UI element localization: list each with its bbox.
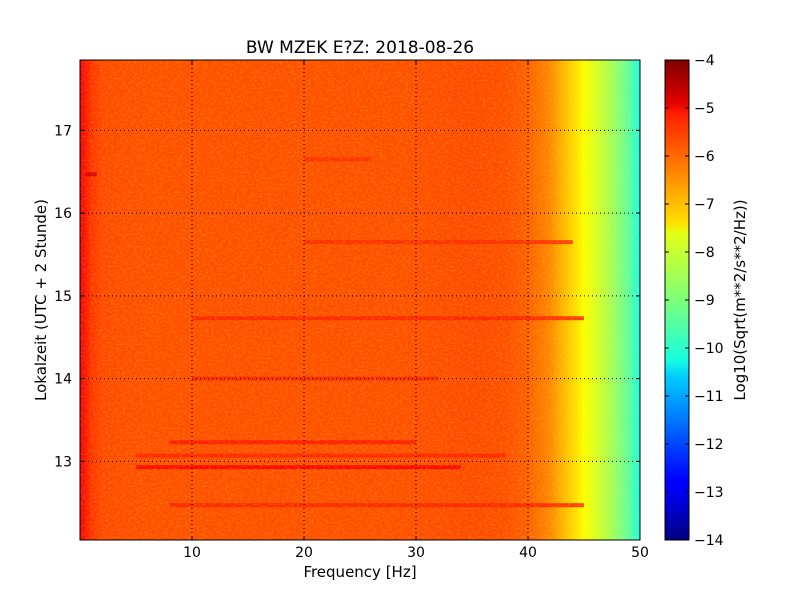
colorbar-label: Log10(Sqrt(m**2/s**2/Hz)) [731, 199, 749, 400]
colorbar-tick-label: −8 [694, 245, 715, 261]
x-tick-label: 20 [295, 545, 313, 561]
colorbar-tick-label: −10 [694, 341, 724, 357]
y-axis-label: Lokalzeit (UTC + 2 Stunde) [32, 199, 50, 401]
spectrogram-texture [80, 60, 640, 540]
y-tick-label: 16 [54, 206, 72, 222]
plot-frame [79, 59, 641, 541]
colorbar-tick-label: −11 [694, 389, 724, 405]
x-axis-label: Frequency [Hz] [303, 563, 416, 581]
colorbar-tick-label: −4 [694, 53, 715, 69]
grid-lines [80, 60, 640, 540]
x-tick-label: 30 [407, 545, 425, 561]
x-axis-ticks: 10 20 30 40 50 [183, 60, 649, 561]
colorbar-tick-label: −7 [694, 197, 715, 213]
colorbar-tick-label: −14 [694, 533, 724, 549]
colorbar-tick-label: −6 [694, 149, 715, 165]
colorbar-ticks: −4 −5 −6 −7 −8 −9 −10 −11 −12 −13 −14 [665, 53, 724, 549]
x-tick-label: 40 [519, 545, 537, 561]
y-tick-label: 14 [54, 372, 72, 388]
colorbar-tick-label: −9 [694, 293, 715, 309]
colorbar-tick-label: −12 [694, 437, 724, 453]
plot-area [80, 60, 640, 540]
x-tick-label: 10 [183, 545, 201, 561]
colorbar-tick-label: −13 [694, 485, 724, 501]
y-tick-label: 13 [54, 454, 72, 470]
y-tick-label: 17 [54, 123, 72, 139]
y-tick-label: 15 [54, 289, 72, 305]
colorbar-tick-label: −5 [694, 101, 715, 117]
x-tick-label: 50 [631, 545, 649, 561]
chart-title: BW MZEK E?Z: 2018-08-26 [246, 38, 474, 58]
y-axis-ticks: 13 14 15 16 17 [54, 123, 640, 470]
